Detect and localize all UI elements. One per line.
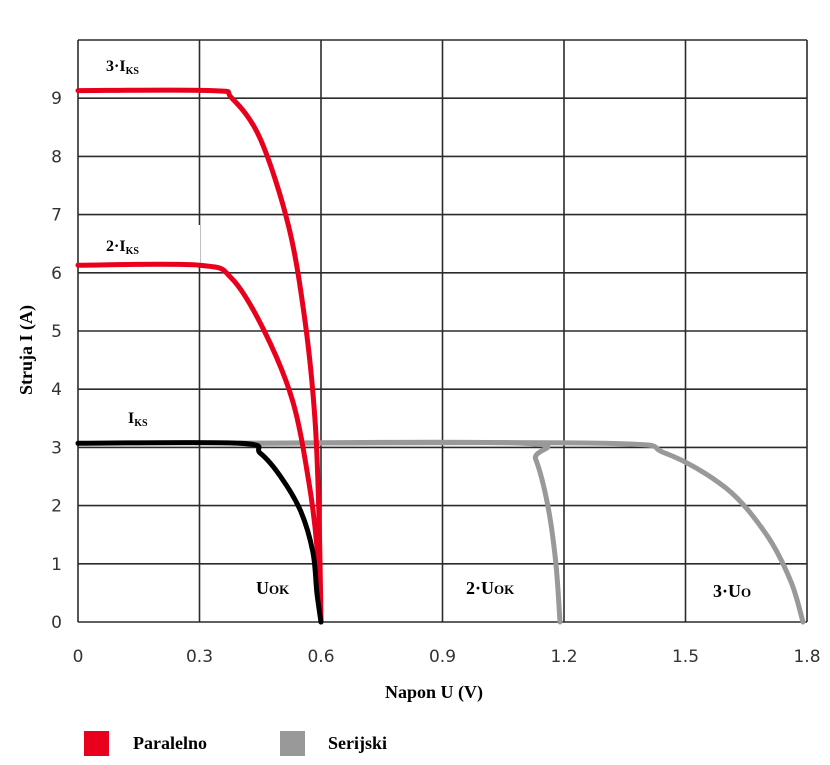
x-tick-label: 1.2 — [550, 647, 577, 667]
x-tick-label: 0.3 — [186, 647, 213, 667]
x-tick-label: 0 — [73, 647, 84, 667]
series-line-single-4 — [75, 440, 324, 625]
ylabel-box — [6, 240, 46, 400]
legend-swatch-serijski — [280, 731, 305, 756]
legend-label-serijski: Serijski — [328, 733, 388, 753]
xlabel-box — [360, 665, 558, 710]
ks2-label: 2·IKS — [106, 238, 139, 257]
ks1-box — [82, 400, 172, 438]
x-tick-label: 0.9 — [429, 647, 456, 667]
x-axis-title: Napon U (V) — [385, 682, 483, 703]
y-tick-label: 4 — [51, 380, 62, 400]
series-layer — [75, 87, 806, 625]
x-tick-label: 1.8 — [793, 647, 820, 667]
y-tick-label: 9 — [51, 89, 62, 109]
legend-label-paralelno: Paralelno — [133, 733, 207, 753]
y-tick-label: 6 — [51, 264, 62, 284]
uo3-box — [697, 567, 773, 619]
y-tick-label: 2 — [51, 497, 62, 517]
grid — [77, 39, 808, 623]
y-tick-label: 7 — [51, 206, 62, 226]
series-line-paralelno-2 — [75, 87, 324, 625]
uo3-label: 3·UO — [713, 581, 751, 601]
ks3-box — [82, 45, 198, 89]
y-tick-label: 5 — [51, 322, 62, 342]
series-line-paralelno-3 — [75, 261, 324, 625]
uok1-label: UOK — [256, 578, 290, 598]
y-tick-label: 0 — [51, 613, 62, 633]
tick-labels: 0 0.3 0.6 0.9 1.2 1.5 1.8 0 1 2 3 4 5 6 7 8 9 — [51, 89, 820, 667]
uok1-box — [211, 567, 311, 619]
ks3-label: 3·IKS — [106, 58, 139, 77]
legend-swatch-paralelno — [84, 731, 109, 756]
y-tick-label: 8 — [51, 147, 62, 167]
y-tick-label: 1 — [51, 555, 62, 575]
x-tick-label: 0.6 — [307, 647, 334, 667]
y-tick-label: 3 — [51, 438, 62, 458]
series-line-serijski-1 — [237, 440, 806, 625]
annotation-boxes — [6, 45, 773, 710]
y-axis-title: Struja I (A) — [16, 305, 37, 395]
ks1-label: IKS — [128, 410, 148, 429]
uok2-label: 2·UOK — [466, 578, 515, 598]
uok2-box — [445, 567, 553, 619]
x-tick-label: 1.5 — [672, 647, 699, 667]
ks2-box — [82, 225, 200, 265]
